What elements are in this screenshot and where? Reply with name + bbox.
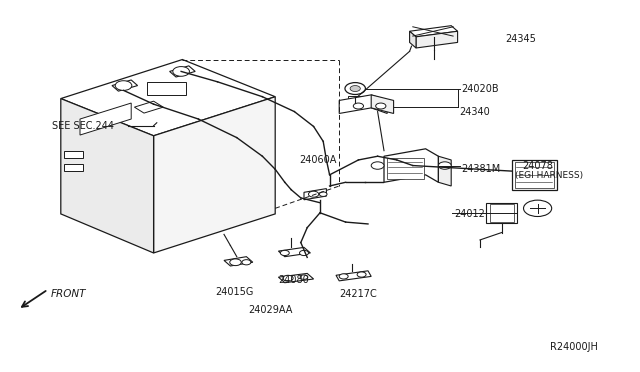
Bar — [486, 203, 517, 223]
Bar — [387, 158, 424, 179]
Circle shape — [371, 162, 384, 169]
Polygon shape — [304, 189, 326, 200]
Text: (EGI HARNESS): (EGI HARNESS) — [515, 171, 583, 180]
Polygon shape — [410, 26, 458, 37]
Circle shape — [345, 83, 365, 94]
Text: 24012: 24012 — [454, 209, 485, 219]
Polygon shape — [438, 156, 451, 186]
Circle shape — [300, 275, 308, 279]
Polygon shape — [371, 95, 394, 113]
Bar — [348, 96, 363, 103]
Polygon shape — [278, 273, 314, 283]
Polygon shape — [80, 103, 131, 135]
Circle shape — [438, 162, 451, 169]
Circle shape — [353, 103, 364, 109]
Text: R24000JH: R24000JH — [550, 342, 598, 352]
Circle shape — [357, 272, 366, 277]
Text: 24060A: 24060A — [300, 155, 337, 165]
Polygon shape — [416, 31, 458, 48]
Text: FRONT: FRONT — [51, 289, 86, 299]
Circle shape — [115, 81, 132, 90]
Circle shape — [173, 67, 189, 76]
Polygon shape — [134, 101, 163, 113]
Polygon shape — [339, 95, 387, 113]
Circle shape — [308, 191, 319, 197]
Polygon shape — [336, 271, 371, 281]
Circle shape — [339, 274, 348, 279]
Text: 24029AA: 24029AA — [248, 305, 292, 314]
Circle shape — [242, 260, 251, 265]
Text: 24078: 24078 — [522, 161, 553, 170]
Polygon shape — [224, 257, 253, 266]
Text: 24340: 24340 — [460, 107, 490, 116]
Circle shape — [280, 250, 289, 256]
Polygon shape — [410, 31, 416, 48]
Polygon shape — [112, 80, 138, 91]
Text: 24381M: 24381M — [461, 164, 500, 174]
Circle shape — [283, 275, 293, 281]
Bar — [512, 160, 557, 190]
Polygon shape — [61, 99, 154, 253]
Circle shape — [319, 192, 327, 196]
Text: 24080: 24080 — [278, 275, 309, 285]
Bar — [64, 151, 83, 158]
Polygon shape — [278, 247, 310, 257]
Text: 24345: 24345 — [506, 34, 536, 44]
Bar — [147, 82, 186, 95]
Bar — [490, 204, 514, 222]
Text: 24217C: 24217C — [339, 289, 377, 299]
Polygon shape — [61, 60, 275, 136]
Circle shape — [376, 103, 386, 109]
Bar — [64, 164, 83, 171]
Circle shape — [524, 200, 552, 217]
Polygon shape — [384, 149, 438, 182]
Circle shape — [350, 86, 360, 92]
Bar — [515, 162, 554, 188]
Circle shape — [230, 259, 241, 266]
Text: SEE SEC.244: SEE SEC.244 — [52, 121, 115, 131]
Polygon shape — [170, 66, 195, 77]
Circle shape — [300, 250, 308, 256]
Polygon shape — [154, 97, 275, 253]
Text: 24020B: 24020B — [461, 84, 499, 94]
Text: 24015G: 24015G — [216, 287, 254, 297]
